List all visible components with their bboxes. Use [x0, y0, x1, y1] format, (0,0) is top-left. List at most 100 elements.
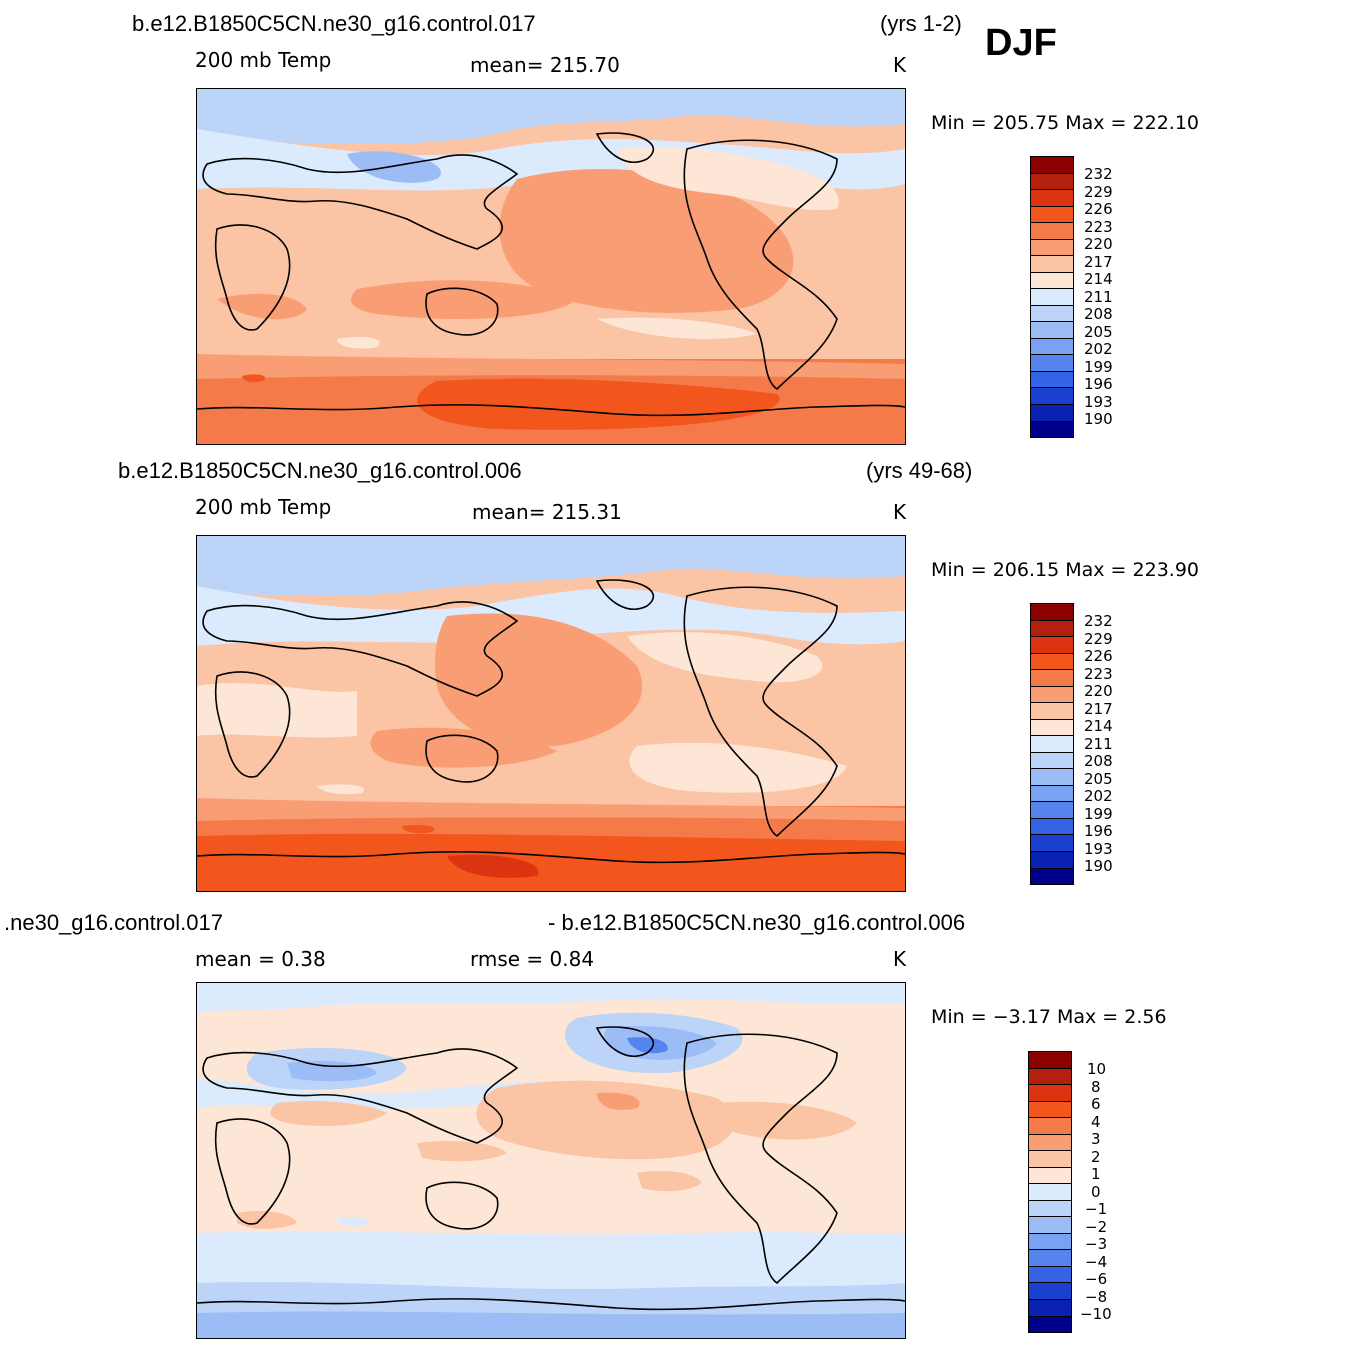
colorbar-cell — [1031, 785, 1073, 803]
colorbar-label: 205 — [1084, 770, 1113, 788]
colorbar-label: 229 — [1084, 183, 1113, 201]
colorbar-label: 196 — [1084, 822, 1113, 840]
panel3-units: K — [893, 947, 907, 971]
colorbar-cell — [1031, 289, 1073, 306]
colorbar-label: 226 — [1084, 200, 1113, 218]
colorbar-label: 220 — [1084, 682, 1113, 700]
colorbar-label: 0 — [1091, 1183, 1101, 1201]
panel1-units: K — [893, 53, 907, 77]
colorbar-cell — [1031, 355, 1073, 372]
colorbar-cell — [1029, 1283, 1071, 1300]
panel2-minmax: Min = 206.15 Max = 223.90 — [931, 559, 1199, 581]
colorbar-label: 1 — [1091, 1165, 1101, 1183]
colorbar-label: −8 — [1085, 1288, 1108, 1306]
colorbar-label: 226 — [1084, 647, 1113, 665]
colorbar-cell — [1029, 1101, 1071, 1119]
colorbar-cell — [1029, 1068, 1071, 1086]
colorbar-cell — [1031, 239, 1073, 257]
colorbar-cell — [1029, 1266, 1071, 1284]
colorbar-label: 217 — [1084, 700, 1113, 718]
colorbar-label: 232 — [1084, 165, 1113, 183]
season-label: DJF — [985, 22, 1057, 64]
colorbar-cell — [1031, 604, 1073, 621]
colorbar-label: 223 — [1084, 665, 1113, 683]
colorbar-cell — [1031, 305, 1073, 323]
colorbar-label: 208 — [1084, 305, 1113, 323]
colorbar-cell — [1031, 637, 1073, 654]
colorbar-cell — [1031, 703, 1073, 720]
panel3-map-svg — [197, 983, 905, 1338]
colorbar-label: 214 — [1084, 270, 1113, 288]
colorbar-label: 199 — [1084, 358, 1113, 376]
colorbar-cell — [1031, 338, 1073, 356]
colorbar-label: 193 — [1084, 393, 1113, 411]
colorbar-label: 196 — [1084, 375, 1113, 393]
colorbar-label: 214 — [1084, 717, 1113, 735]
colorbar-cell — [1031, 272, 1073, 290]
colorbar-cell — [1031, 719, 1073, 737]
colorbar-label: 223 — [1084, 218, 1113, 236]
panel2-map — [196, 535, 906, 892]
colorbar-cell — [1031, 371, 1073, 389]
colorbar-cell — [1029, 1085, 1071, 1102]
colorbar-cell — [1031, 802, 1073, 819]
colorbar-cell — [1031, 851, 1073, 869]
panel3-title-right: - b.e12.B1850C5CN.ne30_g16.control.006 — [548, 910, 966, 935]
colorbar-cell — [1031, 670, 1073, 687]
colorbar-cell — [1031, 620, 1073, 638]
colorbar-label: 190 — [1084, 410, 1113, 428]
colorbar-label: 211 — [1084, 735, 1113, 753]
colorbar-label: 202 — [1084, 340, 1113, 358]
colorbar-cell — [1029, 1118, 1071, 1135]
panel1-minmax: Min = 205.75 Max = 222.10 — [931, 112, 1199, 134]
panel1-colorbar — [1030, 156, 1074, 438]
panel3-rmse: rmse = 0.84 — [470, 947, 595, 971]
colorbar-cell — [1031, 322, 1073, 339]
panel2-title: b.e12.B1850C5CN.ne30_g16.control.006 — [118, 458, 522, 483]
colorbar-cell — [1031, 206, 1073, 224]
panel1-variable: 200 mb Temp — [195, 48, 332, 72]
colorbar-cell — [1031, 223, 1073, 240]
colorbar-label: 3 — [1091, 1130, 1101, 1148]
colorbar-label: 193 — [1084, 840, 1113, 858]
panel2-variable: 200 mb Temp — [195, 495, 332, 519]
colorbar-label: 10 — [1087, 1060, 1107, 1078]
panel2-mean: mean= 215.31 — [472, 500, 622, 524]
colorbar-cell — [1029, 1167, 1071, 1185]
colorbar-cell — [1031, 256, 1073, 273]
colorbar-label: 6 — [1091, 1095, 1101, 1113]
panel3-mean: mean = 0.38 — [195, 947, 326, 971]
panel3-minmax: Min = −3.17 Max = 2.56 — [931, 1006, 1167, 1028]
colorbar-label: 217 — [1084, 253, 1113, 271]
panel2-colorbar — [1030, 603, 1074, 885]
panel3-colorbar — [1028, 1051, 1072, 1333]
colorbar-label: −4 — [1085, 1253, 1108, 1271]
colorbar-cell — [1031, 653, 1073, 671]
colorbar-cell — [1029, 1233, 1071, 1251]
panel2-years: (yrs 49-68) — [866, 458, 973, 483]
colorbar-label: 229 — [1084, 630, 1113, 648]
colorbar-cell — [1029, 1151, 1071, 1168]
colorbar-cell — [1031, 404, 1073, 422]
colorbar-cell — [1031, 769, 1073, 786]
panel1-title: b.e12.B1850C5CN.ne30_g16.control.017 — [132, 11, 536, 36]
colorbar-label: 8 — [1091, 1078, 1101, 1096]
colorbar-label: 190 — [1084, 857, 1113, 875]
panel2-map-svg — [197, 536, 905, 891]
panel2-units: K — [893, 500, 907, 524]
colorbar-cell — [1031, 388, 1073, 405]
colorbar-label: −10 — [1080, 1305, 1112, 1323]
colorbar-label: 4 — [1091, 1113, 1101, 1131]
colorbar-cell — [1031, 173, 1073, 191]
colorbar-cell — [1029, 1250, 1071, 1267]
colorbar-cell — [1031, 686, 1073, 704]
colorbar-label: 208 — [1084, 752, 1113, 770]
colorbar-label: −3 — [1085, 1235, 1108, 1253]
colorbar-cell — [1029, 1134, 1071, 1152]
colorbar-cell — [1029, 1316, 1071, 1333]
colorbar-cell — [1031, 868, 1073, 885]
colorbar-label: −2 — [1085, 1218, 1108, 1236]
colorbar-label: 232 — [1084, 612, 1113, 630]
colorbar-cell — [1031, 190, 1073, 207]
colorbar-cell — [1029, 1200, 1071, 1218]
